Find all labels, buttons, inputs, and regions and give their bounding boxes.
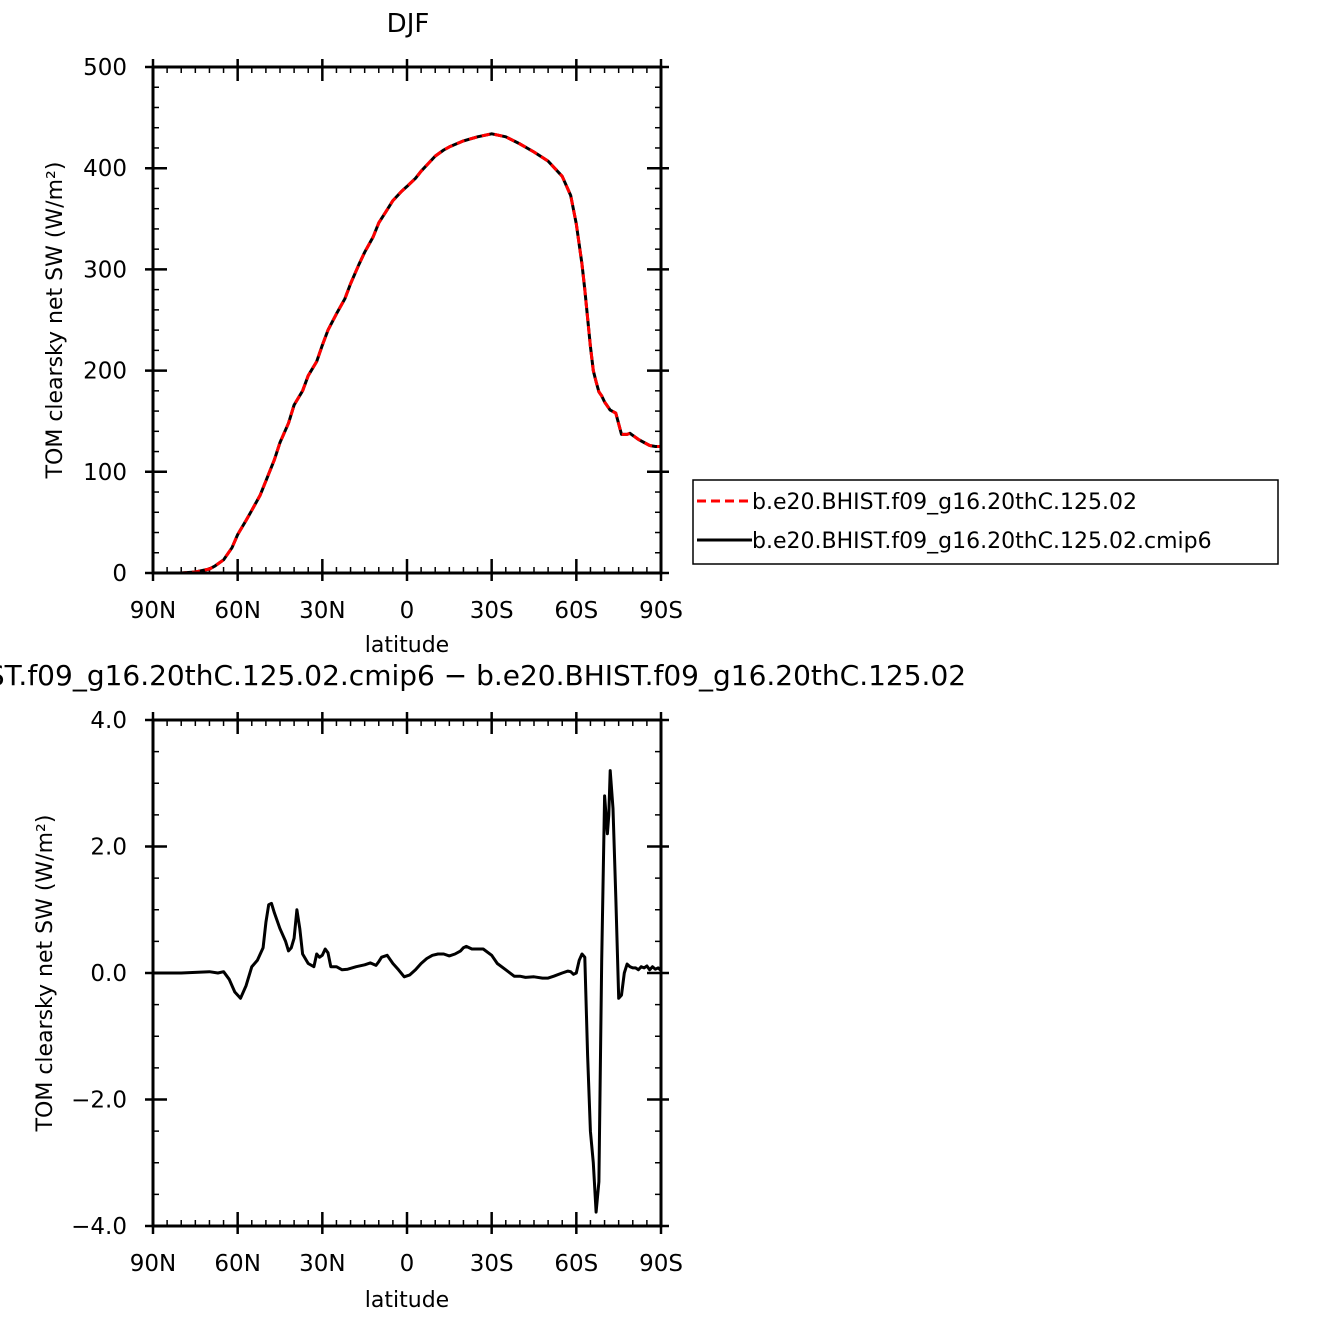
bottom-yticklabel: 4.0 [90, 708, 127, 734]
bottom-xticklabel: 90N [130, 1251, 176, 1277]
legend-box [692, 479, 1279, 565]
bottom-xticklabel: 30S [470, 1251, 514, 1277]
legend-label-1: b.e20.BHIST.f09_g16.20thC.125.02 [752, 490, 1137, 515]
bottom-xticklabel: 60S [554, 1251, 598, 1277]
top-yticklabel: 500 [83, 55, 127, 81]
legend: b.e20.BHIST.f09_g16.20thC.125.02 b.e20.B… [692, 479, 1279, 565]
top-xticklabel: 90N [130, 598, 176, 624]
bottom-xticklabels: 90N 60N 30N 0 30S 60S 90S [130, 1251, 683, 1277]
top-lines [153, 132, 661, 575]
top-series-line-1 [153, 132, 661, 575]
top-series-line-2 [153, 132, 661, 575]
top-chart: DJF 90N 60N 30N 0 30S 60S 90S 0 100 200 300 400 500… [43, 9, 683, 658]
top-xticklabel: 60S [554, 598, 598, 624]
top-xticklabel: 90S [639, 598, 683, 624]
top-xlabel: latitude [365, 633, 449, 658]
bottom-yticklabel: −2.0 [71, 1088, 127, 1114]
bottom-xticklabel: 30N [299, 1251, 345, 1277]
top-plot-frame [151, 65, 663, 575]
bottom-xticklabel: 90S [639, 1251, 683, 1277]
bottom-yticklabel: 2.0 [90, 835, 127, 861]
top-yticklabel: 0 [112, 561, 127, 587]
bottom-xlabel: latitude [365, 1288, 449, 1313]
bottom-chart-title: b.e20.BHIST.f09_g16.20thC.125.02.cmip6 −… [0, 659, 966, 692]
bottom-xticklabel: 60N [214, 1251, 260, 1277]
bottom-lines [153, 769, 663, 1214]
top-xticklabel: 60N [214, 598, 260, 624]
bottom-ylabel: TOM clearsky net SW (W/m²) [33, 815, 58, 1133]
bottom-series-line-1 [153, 769, 663, 1214]
top-yticklabel: 100 [83, 460, 127, 486]
bottom-plot-frame [151, 718, 663, 1228]
top-ylabel: TOM clearsky net SW (W/m²) [43, 162, 68, 480]
top-yticklabel: 300 [83, 257, 127, 283]
top-xticklabel: 30S [470, 598, 514, 624]
top-xticklabel: 0 [400, 598, 415, 624]
bottom-yticklabels: −4.0 −2.0 0.0 2.0 4.0 [71, 708, 127, 1240]
bottom-chart: b.e20.BHIST.f09_g16.20thC.125.02.cmip6 −… [0, 659, 966, 1313]
top-yticklabel: 200 [83, 359, 127, 385]
bottom-xticklabel: 0 [400, 1251, 415, 1277]
bottom-yticklabel: −4.0 [71, 1214, 127, 1240]
top-xticklabels: 90N 60N 30N 0 30S 60S 90S [130, 598, 683, 624]
bottom-yticklabel: 0.0 [90, 961, 127, 987]
legend-label-2: b.e20.BHIST.f09_g16.20thC.125.02.cmip6 [752, 529, 1212, 554]
top-yticklabel: 400 [83, 156, 127, 182]
top-xticklabel: 30N [299, 598, 345, 624]
top-chart-title: DJF [387, 9, 430, 39]
top-ticks [145, 59, 669, 581]
top-yticklabels: 0 100 200 300 400 500 [83, 55, 127, 587]
